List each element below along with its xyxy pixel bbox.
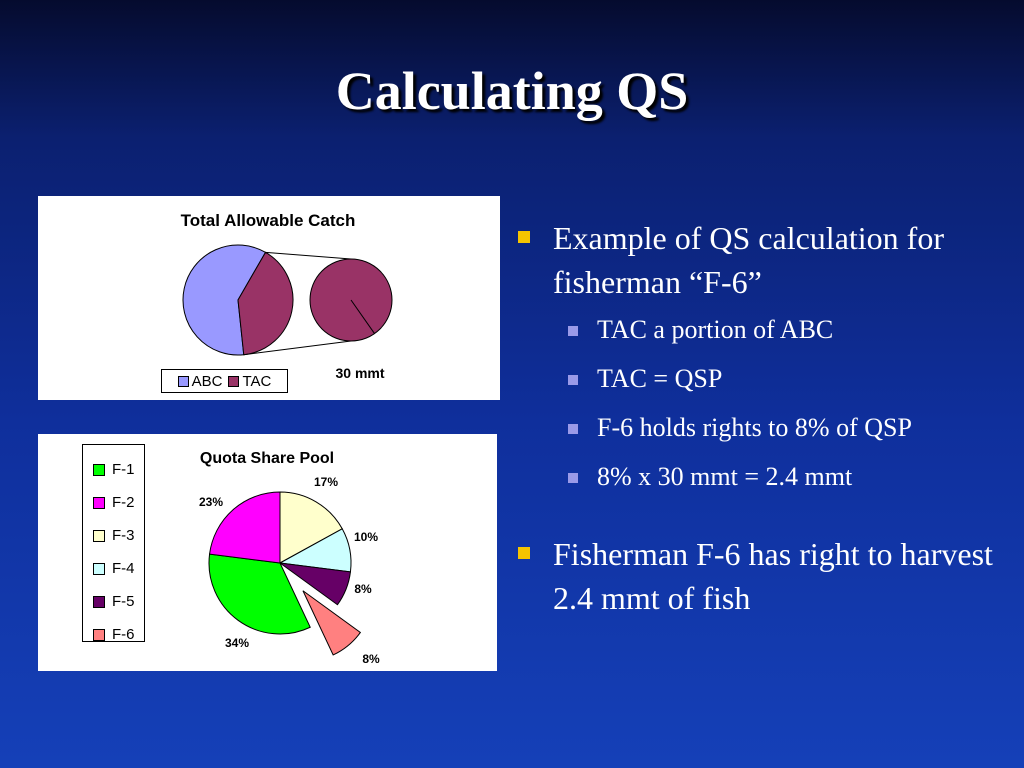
legend-item-tac: TAC <box>228 373 271 390</box>
qsp-chart: Quota Share Pool 34% 23% 17% 10% 8% 8% <box>199 450 380 666</box>
legend-swatch <box>93 562 105 575</box>
bullet-list: Example of QS calculation for fisherman … <box>510 216 1015 630</box>
legend-label: F-5 <box>112 593 135 610</box>
data-label-f-6: 8% <box>362 652 380 666</box>
legend-item-f5: F-5 <box>83 585 144 618</box>
tac-chart-title: Total Allowable Catch <box>181 211 356 230</box>
pie-slice-f-6 <box>302 590 362 656</box>
legend-label: F-1 <box>112 461 135 478</box>
slide-title: Calculating QS <box>335 61 689 121</box>
data-label-f-1: 34% <box>225 636 249 650</box>
pie-slice-f-1 <box>208 553 311 635</box>
qsp-chart-title: Quota Share Pool <box>200 450 334 467</box>
legend-swatch <box>93 628 105 641</box>
bullet-marker <box>518 231 530 243</box>
data-label-f-5: 8% <box>354 582 372 596</box>
pie-slice-f-3 <box>279 491 343 564</box>
legend-label: ABC <box>191 372 223 390</box>
legend-label: TAC <box>242 372 272 390</box>
pie-slice-f-5 <box>279 562 351 606</box>
legend-item-f2: F-2 <box>83 486 144 519</box>
bullet-marker <box>518 547 530 559</box>
sub-bullet-marker <box>568 473 578 483</box>
sub-bullet-text: TAC = QSP <box>597 364 723 393</box>
bullet-item: Example of QS calculation for fisherman … <box>510 216 1015 304</box>
qsp-chart-panel: Quota Share Pool 34% 23% 17% 10% 8% 8% F-1 F-… <box>38 434 497 671</box>
tac-annotation: 30 mmt <box>335 365 384 381</box>
connector-line <box>243 340 352 356</box>
legend-item-f4: F-4 <box>83 552 144 585</box>
legend-item-f3: F-3 <box>83 519 144 552</box>
legend-item-abc: ABC <box>177 372 223 390</box>
legend-swatch <box>93 529 105 542</box>
sub-bullet-text: TAC a portion of ABC <box>597 315 834 344</box>
secondary-pie-divider <box>350 299 375 334</box>
legend-label: F-3 <box>112 527 135 544</box>
legend-label: F-4 <box>112 560 135 577</box>
sub-bullet-marker <box>568 326 578 336</box>
legend-label: F-2 <box>112 494 135 511</box>
sub-bullet-text: 8% x 30 mmt = 2.4 mmt <box>597 462 853 491</box>
sub-bullet-item: TAC = QSP <box>510 363 1015 395</box>
legend-label: F-6 <box>112 626 135 643</box>
tac-legend: ABC TAC <box>161 369 288 393</box>
pie-slice-f-2 <box>209 491 281 564</box>
qsp-legend: F-1 F-2 F-3 F-4 F-5 F-6 <box>82 444 145 643</box>
tac-chart: Total Allowable Catch 30 mmt <box>181 211 393 381</box>
pie-slice-abc <box>182 244 267 356</box>
sub-bullet-item: TAC a portion of ABC <box>510 314 1015 346</box>
data-label-f-2: 23% <box>199 495 223 509</box>
legend-swatch <box>93 496 105 509</box>
legend-swatch <box>177 375 189 387</box>
connector-line <box>265 251 352 260</box>
bullet-text: Example of QS calculation for fisherman … <box>553 220 944 300</box>
sub-bullet-item: 8% x 30 mmt = 2.4 mmt <box>510 461 1015 493</box>
legend-item-f1: F-1 <box>83 453 144 486</box>
sub-bullet-item: F-6 holds rights to 8% of QSP <box>510 412 1015 444</box>
sub-bullet-marker <box>568 375 578 385</box>
bullet-item: Fisherman F-6 has right to harvest 2.4 m… <box>510 532 1015 620</box>
pie-slice-tac <box>237 251 294 356</box>
legend-swatch <box>228 375 240 387</box>
data-label-f-4: 10% <box>354 530 378 544</box>
bullet-text: Fisherman F-6 has right to harvest 2.4 m… <box>553 536 993 616</box>
legend-swatch <box>93 595 105 608</box>
tac-chart-panel: Total Allowable Catch 30 mmt ABC TAC <box>38 196 500 400</box>
data-label-f-3: 17% <box>314 475 338 489</box>
legend-swatch <box>93 463 105 476</box>
sub-bullet-marker <box>568 424 578 434</box>
legend-item-f6: F-6 <box>83 618 144 651</box>
sub-bullet-text: F-6 holds rights to 8% of QSP <box>597 413 912 442</box>
